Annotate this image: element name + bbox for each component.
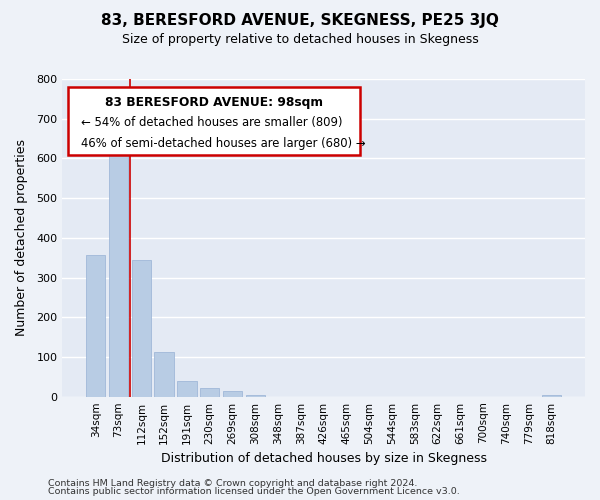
Bar (131, 260, 151, 396)
FancyBboxPatch shape (68, 87, 360, 155)
Bar (223, 391, 242, 396)
Y-axis label: Number of detached properties: Number of detached properties (15, 140, 28, 336)
Bar (109, 154, 128, 396)
Text: Contains HM Land Registry data © Crown copyright and database right 2024.: Contains HM Land Registry data © Crown c… (48, 478, 418, 488)
Text: Contains public sector information licensed under the Open Government Licence v3: Contains public sector information licen… (48, 487, 460, 496)
Text: ← 54% of detached houses are smaller (809): ← 54% of detached houses are smaller (80… (80, 116, 342, 130)
Bar (177, 381, 197, 396)
Text: 83, BERESFORD AVENUE, SKEGNESS, PE25 3JQ: 83, BERESFORD AVENUE, SKEGNESS, PE25 3JQ (101, 12, 499, 28)
X-axis label: Distribution of detached houses by size in Skegness: Distribution of detached houses by size … (161, 452, 487, 465)
Bar (154, 352, 174, 397)
Text: 46% of semi-detached houses are larger (680) →: 46% of semi-detached houses are larger (… (80, 137, 365, 150)
Bar (200, 388, 220, 396)
Text: Size of property relative to detached houses in Skegness: Size of property relative to detached ho… (122, 32, 478, 46)
Bar (86, 255, 106, 396)
Text: 83 BERESFORD AVENUE: 98sqm: 83 BERESFORD AVENUE: 98sqm (105, 96, 323, 109)
